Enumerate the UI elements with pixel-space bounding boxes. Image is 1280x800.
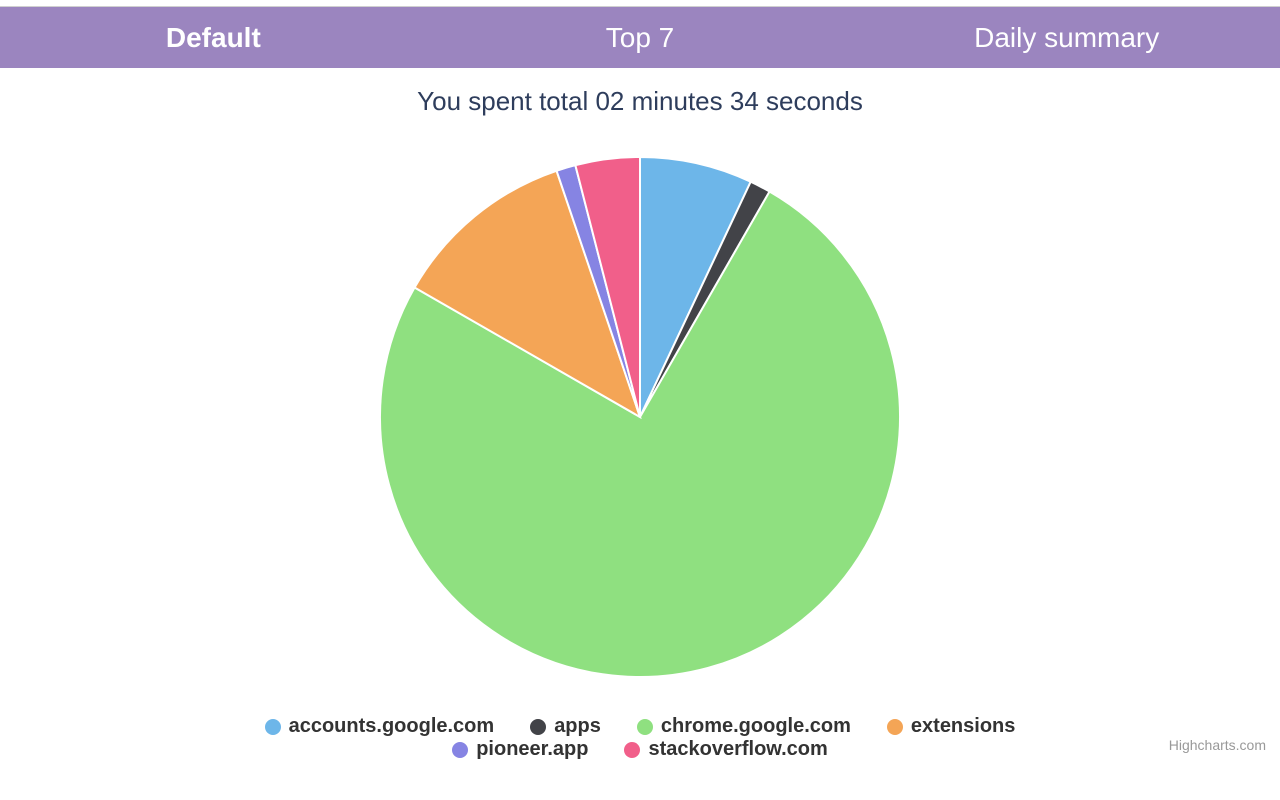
- legend-swatch-icon: [624, 742, 640, 758]
- tab-top7[interactable]: Top 7: [427, 7, 854, 69]
- legend-item[interactable]: chrome.google.com: [637, 715, 851, 738]
- tab-default[interactable]: Default: [0, 7, 427, 69]
- legend: accounts.google.com apps chrome.google.com…: [90, 715, 1190, 761]
- legend-label: extensions: [911, 715, 1015, 738]
- credits-link[interactable]: Highcharts.com: [1169, 737, 1266, 753]
- page-root: Default Top 7 Daily summary You spent to…: [0, 6, 1280, 800]
- legend-item[interactable]: accounts.google.com: [265, 715, 495, 738]
- legend-label: chrome.google.com: [661, 715, 851, 738]
- legend-swatch-icon: [887, 719, 903, 735]
- legend-swatch-icon: [452, 742, 468, 758]
- legend-item[interactable]: extensions: [887, 715, 1015, 738]
- legend-swatch-icon: [265, 719, 281, 735]
- legend-item[interactable]: stackoverflow.com: [624, 738, 827, 761]
- legend-label: stackoverflow.com: [648, 738, 827, 761]
- legend-swatch-icon: [530, 719, 546, 735]
- legend-label: accounts.google.com: [289, 715, 495, 738]
- legend-item[interactable]: pioneer.app: [452, 738, 588, 761]
- tab-bar: Default Top 7 Daily summary: [0, 6, 1280, 68]
- tab-daily-summary[interactable]: Daily summary: [853, 7, 1280, 69]
- legend-item[interactable]: apps: [530, 715, 601, 738]
- legend-swatch-icon: [637, 719, 653, 735]
- legend-label: apps: [554, 715, 601, 738]
- pie-wrap: [0, 147, 1280, 687]
- legend-label: pioneer.app: [476, 738, 588, 761]
- chart-area: You spent total 02 minutes 34 seconds ac…: [0, 68, 1280, 761]
- chart-title: You spent total 02 minutes 34 seconds: [0, 86, 1280, 117]
- pie-chart: [360, 147, 920, 687]
